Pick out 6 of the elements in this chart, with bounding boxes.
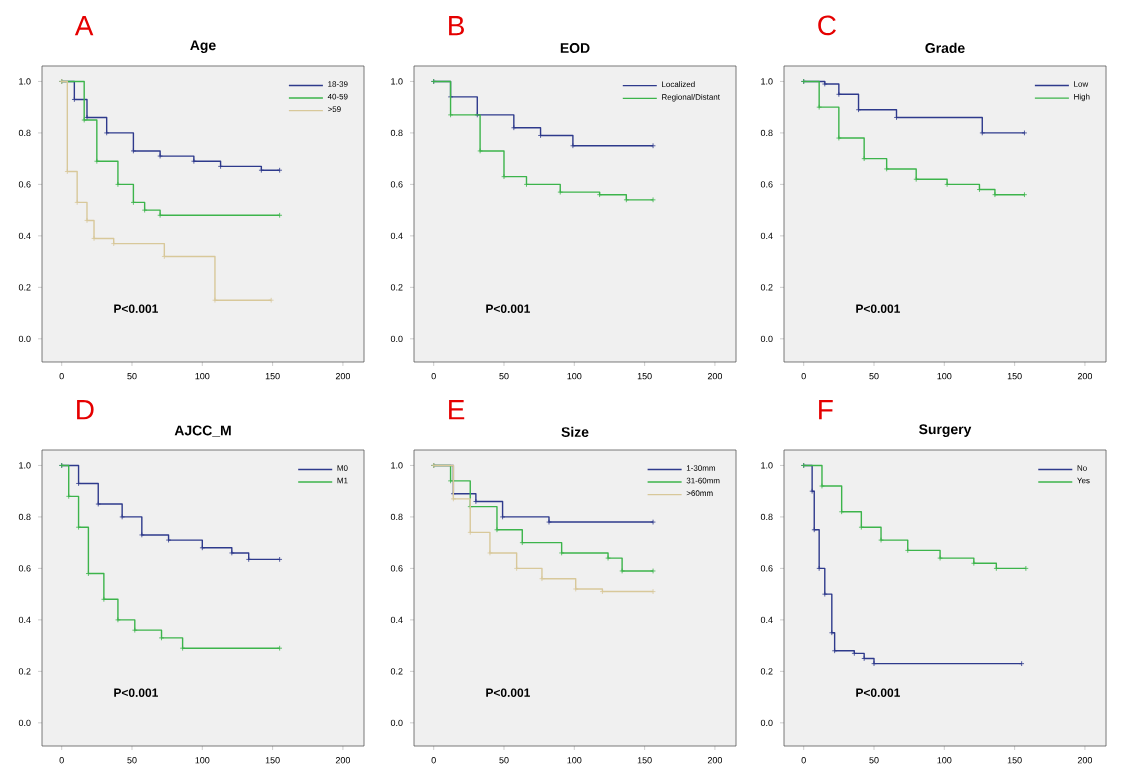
text: E — [449, 400, 465, 420]
text: F — [819, 400, 833, 420]
text: B — [449, 16, 464, 36]
text: D — [77, 400, 94, 420]
text: C — [818, 15, 836, 36]
text: A — [74, 16, 94, 36]
